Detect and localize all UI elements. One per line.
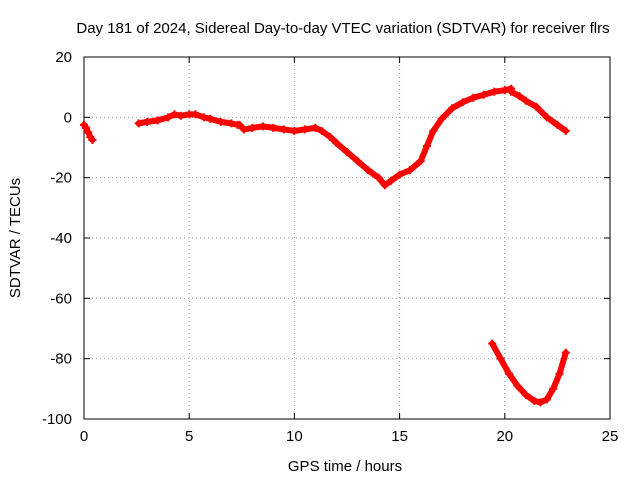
series-segment-2 (134, 110, 242, 129)
y-tick-label: -20 (50, 170, 72, 187)
plot-frame (83, 56, 611, 420)
x-tick-label: 15 (391, 428, 408, 445)
series-segment-1 (80, 120, 97, 144)
grid (84, 57, 610, 419)
x-axis-label: GPS time / hours (288, 458, 402, 475)
x-tick-label: 10 (286, 428, 303, 445)
y-tick-label: -100 (42, 411, 72, 428)
x-tick-label: 0 (80, 428, 88, 445)
data-band (556, 349, 569, 377)
y-tick-label: -40 (50, 230, 72, 247)
chart-title: Day 181 of 2024, Sidereal Day-to-day VTE… (76, 20, 609, 37)
data-band (87, 133, 96, 143)
y-tick-label: -60 (50, 290, 72, 307)
data-points (80, 84, 570, 407)
y-tick-label: -80 (50, 351, 72, 368)
y-tick-label: 0 (64, 109, 72, 126)
series-segment-5 (488, 339, 570, 407)
y-tick-label: 20 (55, 49, 72, 66)
axis-ticks: 0 5 10 15 20 25 -100 -80 -60 -40 -20 0 20 (42, 49, 618, 445)
series-segment-3 (235, 84, 516, 190)
data-band (554, 121, 569, 134)
y-axis-label: SDTVAR / TECUs (7, 178, 24, 298)
series-segment-4 (507, 87, 570, 135)
x-tick-label: 20 (496, 428, 513, 445)
x-tick-label: 25 (602, 428, 619, 445)
x-tick-label: 5 (185, 428, 193, 445)
